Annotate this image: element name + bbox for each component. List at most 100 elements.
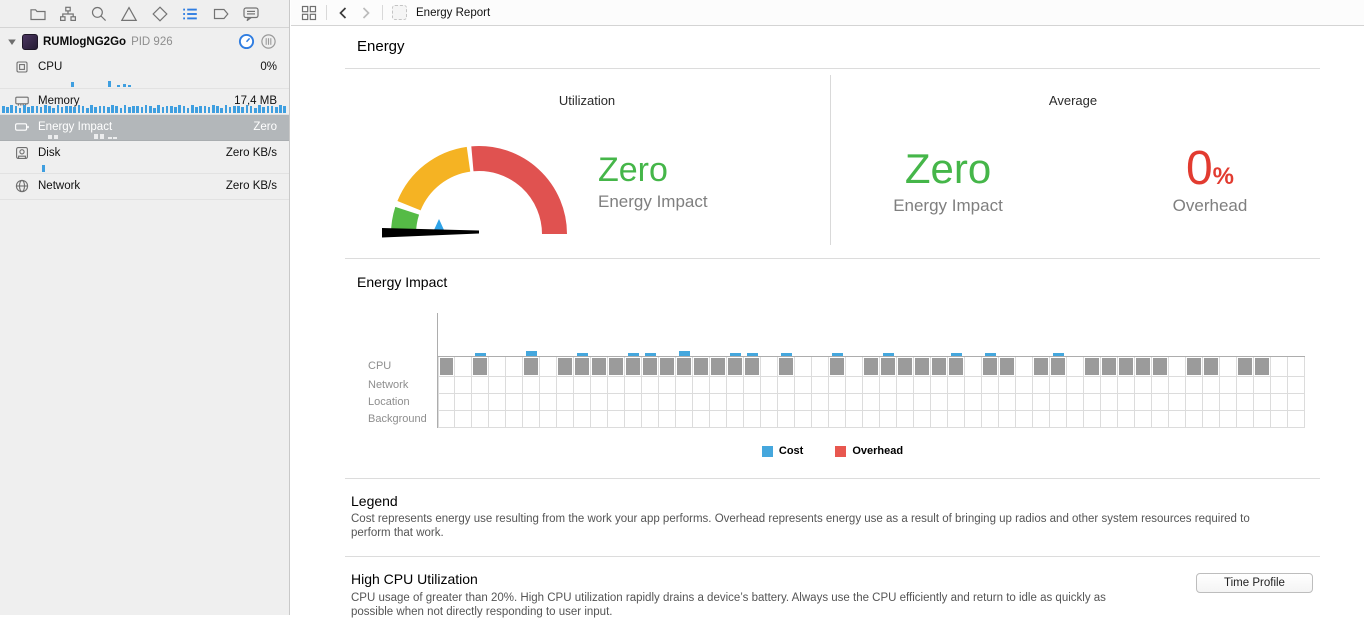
- symbol-icon[interactable]: [59, 5, 77, 23]
- graph-bar: [23, 105, 26, 113]
- chart-cell: [778, 377, 795, 394]
- search-icon[interactable]: [90, 5, 108, 23]
- chart-cell: [948, 377, 965, 394]
- process-row[interactable]: RUMlogNG2Go PID 926: [0, 28, 289, 55]
- chart-cell: [676, 394, 693, 411]
- chart-cell: [1084, 394, 1101, 411]
- cost-tick: [679, 351, 690, 356]
- graph-bar: [199, 106, 202, 113]
- back-chevron-icon[interactable]: [336, 5, 350, 21]
- chart-cell: [608, 394, 625, 411]
- debug-navigator-sidebar: RUMlogNG2Go PID 926 CPU 0% Memory 17,4 M…: [0, 0, 290, 615]
- process-name: RUMlogNG2Go: [43, 35, 127, 48]
- average-overhead-label: Overhead: [1172, 196, 1248, 215]
- graph-bar: [144, 105, 148, 113]
- chart-cell: [693, 357, 710, 377]
- cost-swatch: [761, 445, 773, 457]
- debug-icon[interactable]: [181, 5, 199, 23]
- chart-cell: [1101, 377, 1118, 394]
- chart-cell: [1203, 411, 1220, 428]
- gauge-cost-marker: [434, 219, 444, 230]
- cpu-impact-cell: [745, 358, 759, 375]
- report-icon[interactable]: [242, 5, 260, 23]
- chart-row-label-background: Background: [368, 413, 427, 425]
- time-profile-button[interactable]: Time Profile: [1196, 573, 1313, 593]
- chart-cell: [1101, 394, 1118, 411]
- graph-bar: [212, 105, 215, 113]
- chart-cell: [659, 411, 676, 428]
- chart-cell: [1220, 394, 1237, 411]
- overhead-label: Overhead: [852, 445, 904, 457]
- cost-tick: [645, 353, 656, 356]
- chart-cell: [676, 377, 693, 394]
- chart-cell: [1084, 377, 1101, 394]
- chart-cell: [744, 411, 761, 428]
- cpu-impact-cell: [915, 358, 929, 375]
- chart-cell: [727, 357, 744, 377]
- chart-cell: [1152, 411, 1169, 428]
- cpu-impact-cell: [1085, 358, 1099, 375]
- cpu-impact-cell: [592, 358, 606, 375]
- stat-value: Zero KB/s: [225, 180, 277, 192]
- graph-bar: [149, 106, 152, 113]
- chart-cell: [642, 411, 659, 428]
- chart-cell: [1152, 377, 1169, 394]
- chart-cell: [1271, 394, 1288, 411]
- chart-cell: [761, 394, 778, 411]
- navigator-tab-bar: [0, 0, 289, 28]
- chart-cell: [1016, 357, 1033, 377]
- sidebar-item-cpu[interactable]: CPU 0%: [0, 55, 289, 89]
- chart-cell: [676, 357, 693, 377]
- forward-chevron-icon[interactable]: [359, 5, 373, 21]
- chart-cell: [1067, 394, 1084, 411]
- jump-bar-title[interactable]: Energy Report: [416, 6, 491, 19]
- sidebar-item-network[interactable]: Network Zero KB/s: [0, 174, 289, 200]
- cpu-impact-cell: [643, 358, 657, 375]
- chart-cell: [591, 411, 608, 428]
- chart-cell: [1186, 377, 1203, 394]
- issue-icon[interactable]: [120, 5, 138, 23]
- chart-cell: [982, 411, 999, 428]
- chart-cell: [523, 411, 540, 428]
- chart-cell: [1067, 411, 1084, 428]
- graph-bar: [270, 106, 274, 113]
- project-icon[interactable]: [29, 5, 47, 23]
- cpu-impact-cell: [1119, 358, 1133, 375]
- chart-cell: [880, 377, 897, 394]
- sidebar-item-energy-impact[interactable]: Energy Impact Zero: [0, 115, 289, 141]
- chart-cell: [489, 377, 506, 394]
- chart-cell: [863, 394, 880, 411]
- gauge-badge-icon[interactable]: [238, 33, 255, 50]
- chart-cell: [710, 357, 727, 377]
- overhead-swatch: [835, 445, 847, 457]
- graph-bar: [107, 107, 110, 113]
- graph-bar: [71, 82, 74, 87]
- chart-cell: [880, 394, 897, 411]
- chart-cell: [795, 394, 812, 411]
- breakpoint-icon[interactable]: [212, 5, 230, 23]
- graph-bar: [157, 105, 160, 113]
- related-items-icon[interactable]: [301, 5, 317, 21]
- chart-cell: [693, 411, 710, 428]
- graph-bar: [77, 105, 81, 113]
- sidebar-item-disk[interactable]: Disk Zero KB/s: [0, 141, 289, 174]
- chart-cell: [1271, 377, 1288, 394]
- legend-section-heading: Legend: [351, 493, 398, 509]
- chart-cell: [574, 394, 591, 411]
- test-icon[interactable]: [151, 5, 169, 23]
- memory-view-toggle-icon[interactable]: [260, 33, 277, 50]
- chart-cell: [540, 357, 557, 377]
- chart-cell: [1203, 394, 1220, 411]
- chart-baseline: [437, 356, 1305, 357]
- sidebar-item-memory[interactable]: Memory 17,4 MB: [0, 89, 289, 115]
- stat-value: 0%: [260, 61, 277, 73]
- cost-tick: [526, 351, 537, 356]
- chart-cell: [812, 357, 829, 377]
- chart-cell: [523, 377, 540, 394]
- process-pid: PID 926: [131, 35, 173, 48]
- chart-cell: [795, 377, 812, 394]
- chart-cell: [1033, 394, 1050, 411]
- disclosure-triangle-icon[interactable]: [7, 37, 17, 47]
- chart-cell: [1220, 377, 1237, 394]
- chart-cell: [1169, 357, 1186, 377]
